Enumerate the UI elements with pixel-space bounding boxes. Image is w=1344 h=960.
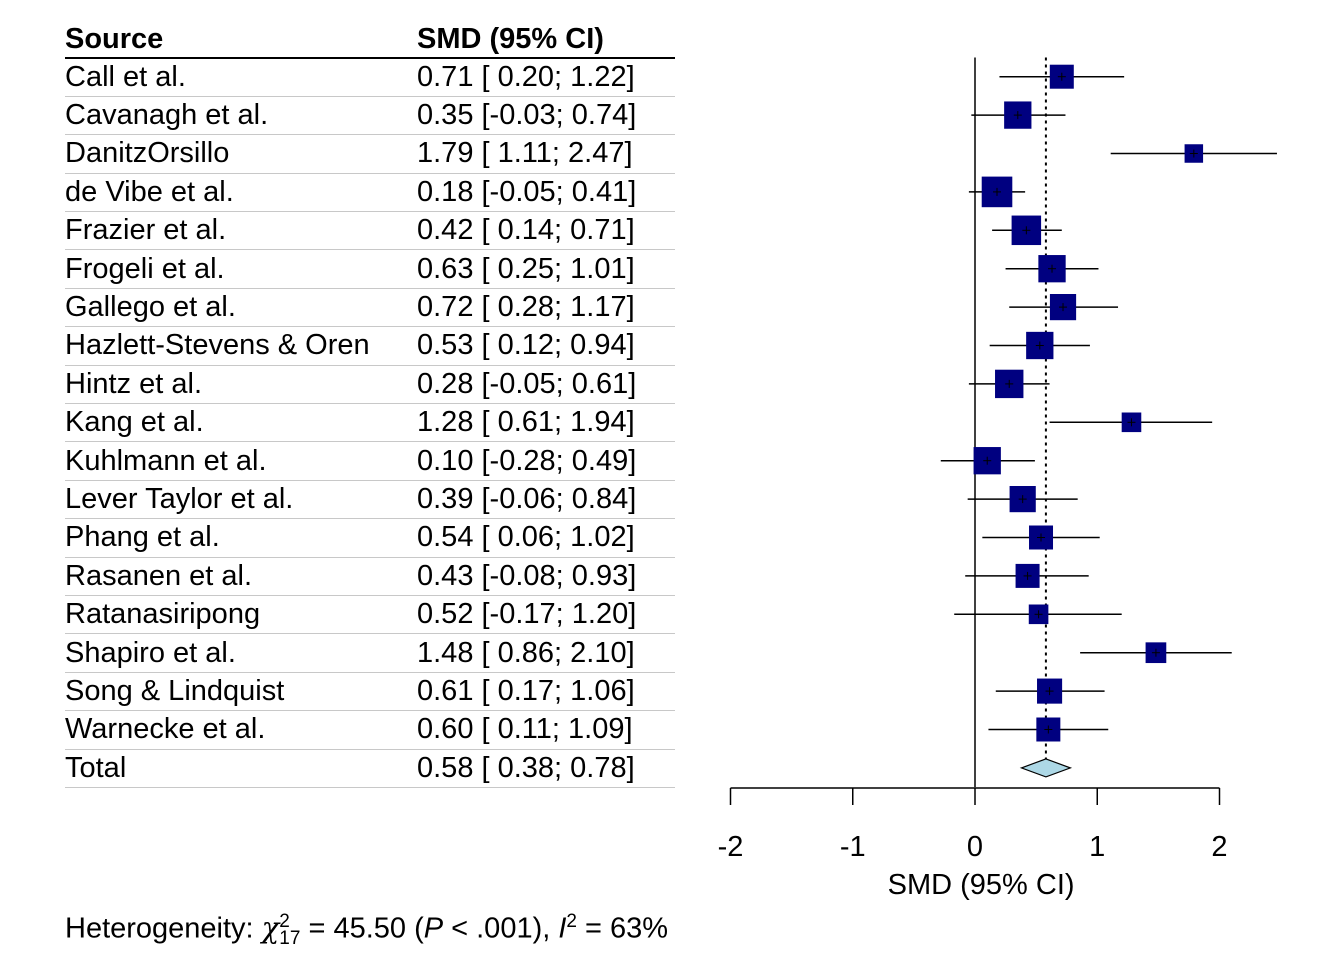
source-cell: Warnecke et al. — [65, 713, 266, 746]
smd-cell: 0.54 [ 0.06; 1.02] — [417, 521, 635, 554]
source-cell: Kuhlmann et al. — [65, 444, 267, 477]
table-row: Cavanagh et al. 0.35 [-0.03; 0.74] — [65, 96, 675, 136]
x-tick-label: -1 — [840, 831, 866, 863]
table-row: Song & Lindquist 0.61 [ 0.17; 1.06] — [65, 672, 675, 712]
table-row: Hintz et al. 0.28 [-0.05; 0.61] — [65, 365, 675, 405]
smd-cell: 0.39 [-0.06; 0.84] — [417, 482, 637, 515]
hetero-df: 17 — [279, 928, 301, 949]
source-cell: Shapiro et al. — [65, 636, 236, 669]
smd-cell: 0.28 [-0.05; 0.61] — [417, 367, 637, 400]
smd-cell: 1.48 [ 0.86; 2.10] — [417, 636, 635, 669]
smd-cell: 0.63 [ 0.25; 1.01] — [417, 252, 635, 285]
table-row: Kuhlmann et al. 0.10 [-0.28; 0.49] — [65, 442, 675, 481]
smd-cell: 0.35 [-0.03; 0.74] — [417, 98, 637, 131]
smd-cell: 1.79 [ 1.11; 2.47] — [417, 137, 633, 170]
smd-cell: 0.10 [-0.28; 0.49] — [417, 444, 637, 477]
table-row: Phang et al. 0.54 [ 0.06; 1.02] — [65, 518, 675, 558]
smd-cell: 0.72 [ 0.28; 1.17] — [417, 290, 635, 323]
smd-cell: 1.28 [ 0.61; 1.94] — [417, 406, 635, 439]
smd-cell: 0.61 [ 0.17; 1.06] — [417, 674, 635, 707]
source-cell: Hintz et al. — [65, 367, 202, 400]
header-smd: SMD (95% CI) — [417, 23, 604, 55]
smd-cell: 0.52 [-0.17; 1.20] — [417, 598, 637, 631]
hetero-p-val: < .001), — [443, 912, 559, 945]
x-tick-label: 2 — [1211, 831, 1227, 863]
smd-cell: 0.43 [-0.08; 0.93] — [417, 559, 637, 592]
x-tick-label: 0 — [967, 831, 983, 863]
source-cell: Call et al. — [65, 60, 186, 93]
x-axis-label: SMD (95% CI) — [888, 869, 1075, 901]
source-cell: DanitzOrsillo — [65, 137, 230, 170]
source-cell: Phang et al. — [65, 521, 220, 554]
table-row: Ratanasiripong 0.52 [-0.17; 1.20] — [65, 595, 675, 635]
table-row: Gallego et al. 0.72 [ 0.28; 1.17] — [65, 288, 675, 328]
hetero-chi-sup: 2 — [279, 911, 290, 932]
source-cell: de Vibe et al. — [65, 175, 234, 208]
hetero-stat: = 45.50 ( — [300, 912, 424, 945]
source-cell: Kang et al. — [65, 406, 204, 439]
source-cell: Hazlett-Stevens & Oren — [65, 329, 370, 362]
table-row: Frogeli et al. 0.63 [ 0.25; 1.01] — [65, 250, 675, 289]
source-cell: Cavanagh et al. — [65, 98, 269, 131]
x-tick-label: -2 — [718, 831, 744, 863]
header-rule — [65, 57, 675, 59]
total-row: Total 0.58 [ 0.38; 0.78] — [65, 749, 675, 789]
smd-cell: 0.53 [ 0.12; 0.94] — [417, 329, 635, 362]
source-cell: Ratanasiripong — [65, 598, 261, 631]
hetero-chi: χ — [261, 910, 280, 945]
x-tick-label: 1 — [1089, 831, 1105, 863]
header-source: Source — [65, 23, 164, 55]
smd-cell: 0.60 [ 0.11; 1.09] — [417, 713, 633, 746]
source-cell: Gallego et al. — [65, 290, 236, 323]
table-row: Frazier et al. 0.42 [ 0.14; 0.71] — [65, 211, 675, 251]
heterogeneity-note: Heterogeneity: χ 2 17 = 45.50 (P < .001), … — [65, 903, 668, 948]
hetero-i-val: = 63% — [576, 912, 669, 945]
table-row: de Vibe et al. 0.18 [-0.05; 0.41] — [65, 173, 675, 213]
source-cell: Total — [65, 751, 127, 784]
table-row: Rasanen et al. 0.43 [-0.08; 0.93] — [65, 557, 675, 597]
hetero-prefix: Heterogeneity: — [65, 912, 262, 945]
source-cell: Frazier et al. — [65, 214, 227, 247]
table-row: Shapiro et al. 1.48 [ 0.86; 2.10] — [65, 634, 675, 673]
hetero-i: I — [558, 912, 567, 945]
table-row: Hazlett-Stevens & Oren 0.53 [ 0.12; 0.94] — [65, 326, 675, 366]
source-cell: Lever Taylor et al. — [65, 482, 294, 515]
table-row: Call et al. 0.71 [ 0.20; 1.22] — [65, 58, 675, 97]
source-cell: Frogeli et al. — [65, 252, 225, 285]
table-row: Lever Taylor et al. 0.39 [-0.06; 0.84] — [65, 480, 675, 520]
table-row: Kang et al. 1.28 [ 0.61; 1.94] — [65, 403, 675, 443]
smd-cell: 0.58 [ 0.38; 0.78] — [417, 751, 635, 784]
source-cell: Song & Lindquist — [65, 674, 285, 707]
smd-cell: 0.71 [ 0.20; 1.22] — [417, 60, 635, 93]
total-diamond — [1019, 758, 1073, 778]
smd-cell: 0.42 [ 0.14; 0.71] — [417, 214, 635, 247]
smd-cell: 0.18 [-0.05; 0.41] — [417, 175, 637, 208]
table-row: DanitzOrsillo 1.79 [ 1.11; 2.47] — [65, 134, 675, 174]
source-cell: Rasanen et al. — [65, 559, 253, 592]
hetero-p: P — [423, 912, 444, 945]
table-row: Warnecke et al. 0.60 [ 0.11; 1.09] — [65, 710, 675, 750]
hetero-i-sup: 2 — [566, 911, 577, 932]
